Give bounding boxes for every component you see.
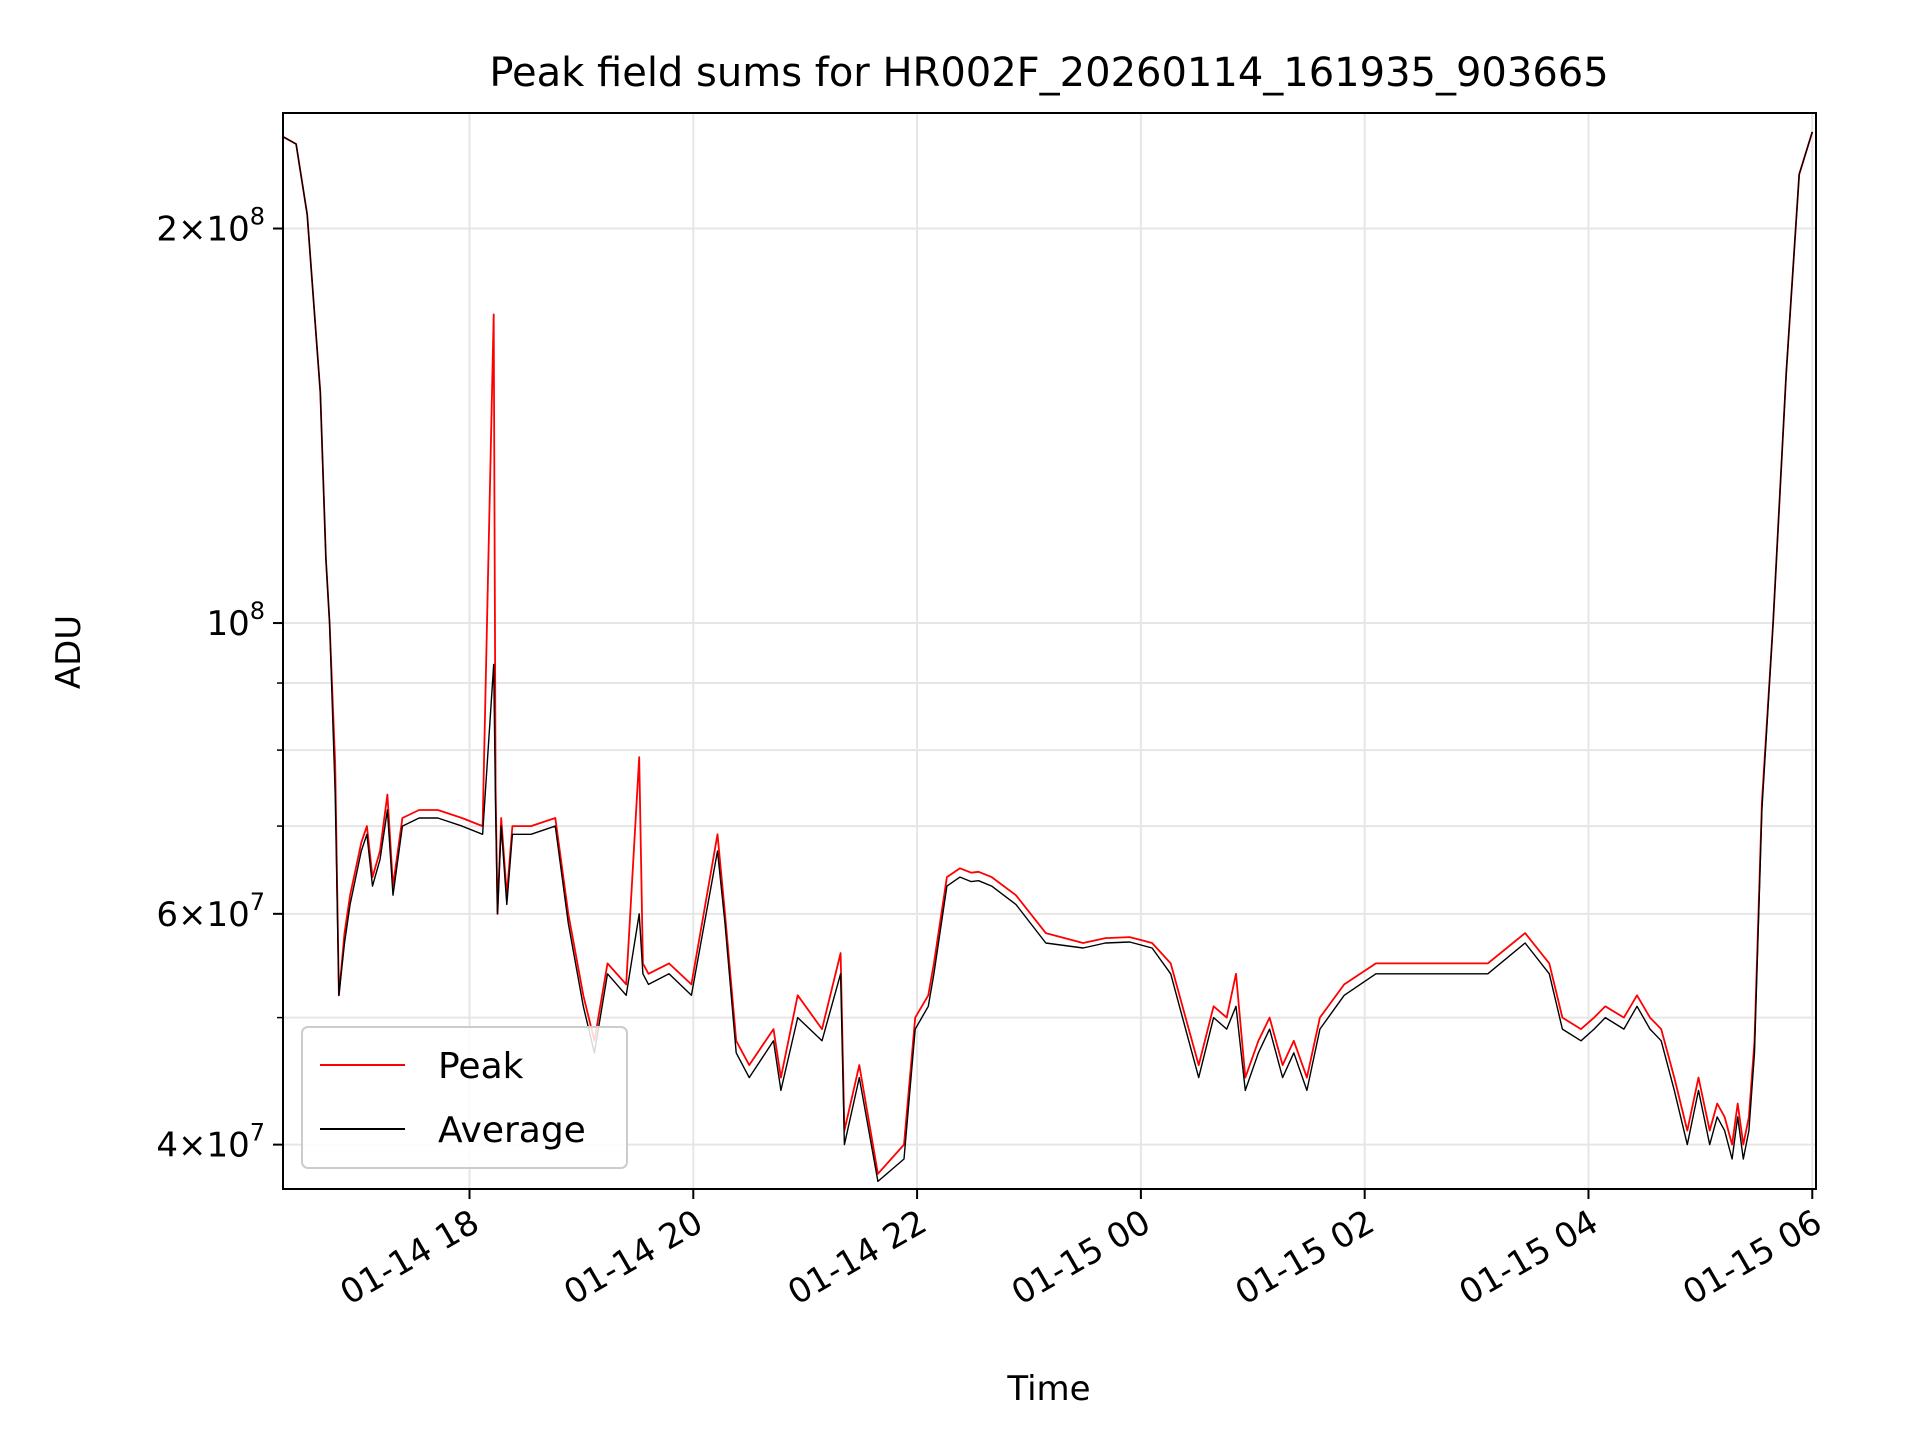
- legend-label-average: Average: [438, 1110, 586, 1151]
- series-line-average: [282, 131, 1813, 1183]
- y-tick-label: 4×107: [156, 1119, 265, 1166]
- plot-series: [282, 131, 1814, 1183]
- chart-title: Peak field sums for HR002F_20260114_1619…: [489, 50, 1608, 96]
- y-tick-label: 6×107: [156, 888, 265, 935]
- x-axis-label: Time: [1006, 1369, 1090, 1409]
- y-axis-label: ADU: [49, 615, 89, 689]
- grid: [283, 113, 1816, 1189]
- legend: Peak Average: [301, 1026, 628, 1169]
- legend-box: [301, 1026, 628, 1169]
- y-tick-label: 2×108: [156, 203, 265, 250]
- y-tick-label: 108: [206, 597, 265, 644]
- plot-frame: [282, 112, 1817, 1190]
- legend-label-peak: Peak: [438, 1046, 524, 1087]
- series-line-peak: [282, 131, 1814, 1175]
